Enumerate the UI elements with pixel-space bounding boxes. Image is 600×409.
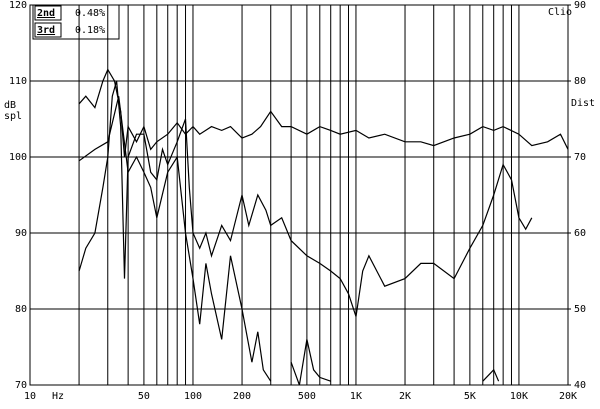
x-tick-label: 500	[298, 391, 316, 402]
x-axis-label: Hz	[52, 391, 64, 402]
legend-value: 0.18%	[75, 25, 105, 36]
y-tick-label: 100	[9, 152, 27, 163]
y2-tick-label: 40	[574, 380, 586, 391]
y2-tick-label: 50	[574, 304, 586, 315]
x-tick-label: 5K	[464, 391, 476, 402]
legend-box	[32, 4, 120, 40]
y2-tick-label: 90	[574, 0, 586, 11]
data-line	[78, 68, 568, 158]
x-tick-label: 10	[24, 391, 36, 402]
y-tick-label: 70	[15, 380, 27, 391]
data-line	[78, 96, 500, 385]
y-tick-label: 90	[15, 228, 27, 239]
plot-frame	[29, 4, 569, 386]
x-tick-label: 1K	[350, 391, 362, 402]
legend-name: 3rd	[37, 25, 55, 36]
y2-tick-label: 60	[574, 228, 586, 239]
x-tick-label: 100	[184, 391, 202, 402]
x-tick-label: 20K	[559, 391, 577, 402]
data-line	[78, 80, 533, 317]
x-tick-label: 200	[233, 391, 251, 402]
legend-value: 0.48%	[75, 8, 105, 19]
y-tick-label: 80	[15, 304, 27, 315]
y2-tick-label: 70	[574, 152, 586, 163]
brand: Clio	[548, 7, 572, 18]
legend-name: 2nd	[37, 8, 55, 19]
x-tick-label: 10K	[510, 391, 528, 402]
x-tick-label: 50	[138, 391, 150, 402]
y-axis-label: dB spl	[4, 100, 22, 122]
y-tick-label: 120	[9, 0, 27, 11]
legend-name-box	[34, 5, 62, 21]
x-tick-label: 2K	[399, 391, 411, 402]
y2-tick-label: 80	[574, 76, 586, 87]
y2-axis-label: Dist	[571, 98, 595, 109]
y-tick-label: 110	[9, 76, 27, 87]
legend-name-box	[34, 22, 62, 38]
